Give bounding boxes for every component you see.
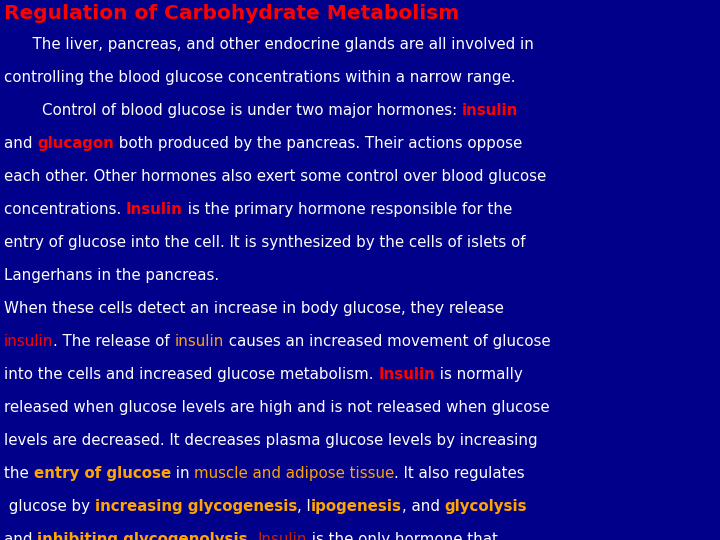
- Text: Insulin: Insulin: [378, 367, 435, 382]
- Text: insulin: insulin: [175, 334, 224, 349]
- Text: increasing glycogenesis: increasing glycogenesis: [95, 499, 297, 514]
- Text: insulin: insulin: [462, 103, 518, 118]
- Text: entry of glucose into the cell. It is synthesized by the cells of islets of: entry of glucose into the cell. It is sy…: [4, 235, 526, 250]
- Text: , l: , l: [297, 499, 311, 514]
- Text: concentrations.: concentrations.: [4, 202, 126, 217]
- Text: and: and: [4, 532, 37, 540]
- Text: ipogenesis: ipogenesis: [311, 499, 402, 514]
- Text: is the primary hormone responsible for the: is the primary hormone responsible for t…: [183, 202, 512, 217]
- Text: glucagon: glucagon: [37, 136, 114, 151]
- Text: Langerhans in the pancreas.: Langerhans in the pancreas.: [4, 268, 219, 283]
- Text: both produced by the pancreas. Their actions oppose: both produced by the pancreas. Their act…: [114, 136, 522, 151]
- Text: in: in: [171, 466, 194, 481]
- Text: into the cells and increased glucose metabolism.: into the cells and increased glucose met…: [4, 367, 378, 382]
- Text: and: and: [4, 136, 37, 151]
- Text: inhibiting glycogenolysis: inhibiting glycogenolysis: [37, 532, 248, 540]
- Text: glucose by: glucose by: [4, 499, 95, 514]
- Text: The liver, pancreas, and other endocrine glands are all involved in: The liver, pancreas, and other endocrine…: [4, 37, 534, 52]
- Text: .: .: [248, 532, 257, 540]
- Text: Control of blood glucose is under two major hormones:: Control of blood glucose is under two ma…: [4, 103, 462, 118]
- Text: Insulin: Insulin: [257, 532, 307, 540]
- Text: . The release of: . The release of: [53, 334, 175, 349]
- Text: entry of glucose: entry of glucose: [34, 466, 171, 481]
- Text: When these cells detect an increase in body glucose, they release: When these cells detect an increase in b…: [4, 301, 504, 316]
- Text: causes an increased movement of glucose: causes an increased movement of glucose: [224, 334, 551, 349]
- Text: controlling the blood glucose concentrations within a narrow range.: controlling the blood glucose concentrat…: [4, 70, 516, 85]
- Text: , and: , and: [402, 499, 445, 514]
- Text: muscle and adipose tissue: muscle and adipose tissue: [194, 466, 395, 481]
- Text: the: the: [4, 466, 34, 481]
- Text: . It also regulates: . It also regulates: [395, 466, 525, 481]
- Text: levels are decreased. It decreases plasma glucose levels by increasing: levels are decreased. It decreases plasm…: [4, 433, 538, 448]
- Text: Regulation of Carbohydrate Metabolism: Regulation of Carbohydrate Metabolism: [4, 4, 459, 23]
- Text: released when glucose levels are high and is not released when glucose: released when glucose levels are high an…: [4, 400, 549, 415]
- Text: Insulin: Insulin: [126, 202, 183, 217]
- Text: is the only hormone that: is the only hormone that: [307, 532, 498, 540]
- Text: is normally: is normally: [435, 367, 523, 382]
- Text: glycolysis: glycolysis: [445, 499, 527, 514]
- Text: insulin: insulin: [4, 334, 53, 349]
- Text: each other. Other hormones also exert some control over blood glucose: each other. Other hormones also exert so…: [4, 169, 546, 184]
